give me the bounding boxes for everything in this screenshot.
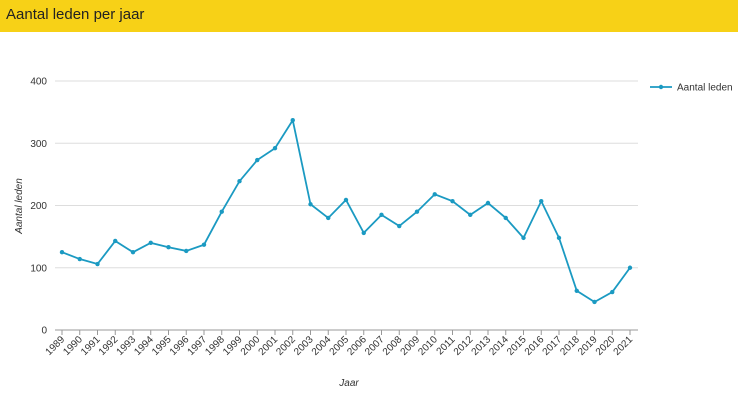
point	[77, 256, 82, 262]
point	[574, 288, 579, 293]
x-tick-label: 2008	[381, 334, 405, 358]
x-tick-label: 2005	[328, 334, 352, 358]
x-tick-label: 2018	[558, 334, 582, 358]
point	[113, 238, 118, 244]
x-tick-label: 1991	[79, 334, 103, 358]
x-tick-label: 2015	[505, 334, 529, 358]
point	[272, 146, 278, 151]
legend-label: Aantal leden	[677, 83, 733, 94]
y-tick-label: 0	[41, 326, 47, 337]
x-tick-label: 1992	[97, 334, 121, 358]
point	[397, 223, 402, 229]
x-tick-label: 2004	[310, 334, 334, 358]
x-tick-label: 2002	[274, 334, 298, 358]
x-tick-label: 2021	[612, 334, 636, 358]
point	[326, 215, 331, 221]
point	[130, 249, 136, 255]
x-tick-label: 1996	[168, 334, 192, 358]
x-tick-label: 1995	[150, 334, 174, 358]
y-tick-label: 400	[30, 77, 47, 88]
point	[148, 240, 153, 246]
y-tick-label: 100	[30, 263, 47, 274]
x-tick-label: 2014	[487, 334, 511, 358]
x-tick-label: 2012	[452, 334, 476, 358]
y-tick-label: 200	[30, 201, 47, 212]
point	[219, 209, 224, 214]
point	[308, 202, 313, 207]
x-tick-label: 2001	[257, 334, 281, 358]
x-tick-label: 1998	[203, 334, 227, 358]
point	[485, 200, 491, 206]
point	[361, 230, 366, 236]
point	[255, 157, 260, 163]
x-tick-label: 2013	[470, 334, 494, 358]
point	[414, 209, 420, 214]
x-tick-label: 2003	[292, 334, 316, 358]
point	[166, 245, 171, 250]
point	[379, 212, 384, 218]
x-axis-title: Jaar	[338, 378, 359, 389]
x-tick-label: 2007	[363, 334, 387, 358]
point	[290, 118, 295, 123]
point	[627, 265, 633, 270]
chart-title: Aantal leden per jaar	[6, 6, 145, 23]
point	[468, 212, 473, 218]
legend-marker	[658, 84, 664, 90]
x-tick-label: 2017	[541, 334, 565, 358]
point	[184, 248, 189, 254]
point	[237, 179, 242, 184]
x-tick-label: 1997	[186, 334, 210, 358]
x-tick-label: 2010	[416, 334, 440, 358]
point	[95, 261, 100, 267]
x-tick-label: 2019	[576, 334, 600, 358]
x-tick-label: 1999	[221, 334, 245, 358]
y-axis-title: Aantal leden	[14, 178, 25, 235]
x-tick-label: 2016	[523, 334, 547, 358]
point	[592, 299, 597, 305]
x-tick-label: 2020	[594, 334, 618, 358]
x-tick-label: 1993	[115, 334, 139, 358]
header: Aantal leden per jaar	[0, 0, 738, 32]
x-tick-label: 1994	[132, 334, 156, 358]
point	[503, 215, 508, 221]
point	[521, 235, 526, 241]
y-tick-label: 300	[30, 139, 47, 150]
point	[610, 289, 615, 295]
x-tick-label: 1989	[44, 334, 68, 358]
point	[343, 197, 349, 203]
point	[450, 198, 455, 204]
point	[556, 235, 562, 241]
chart: Jaar Aantal leden 0100200300400198919901…	[14, 77, 733, 390]
point	[539, 198, 544, 204]
x-tick-label: 2006	[345, 334, 369, 358]
line	[61, 117, 631, 304]
point	[59, 249, 65, 255]
x-tick-label: 1990	[61, 334, 85, 358]
x-tick-label: 2009	[399, 334, 423, 358]
point	[201, 242, 207, 247]
point	[432, 192, 437, 197]
x-tick-label: 2000	[239, 334, 263, 358]
